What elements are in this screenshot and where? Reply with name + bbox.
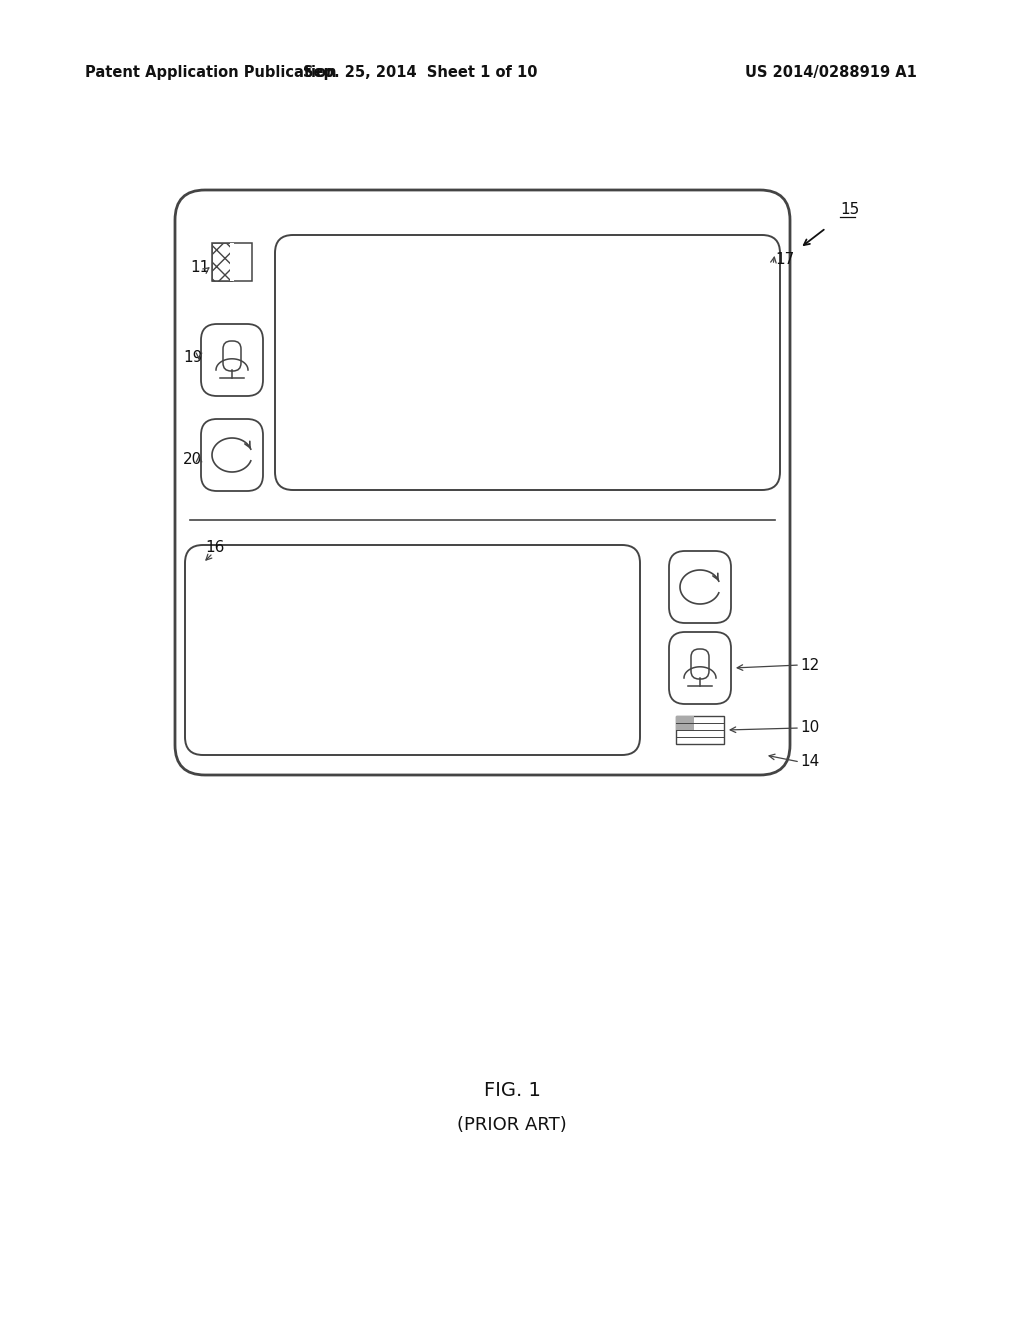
Bar xyxy=(212,243,232,281)
FancyBboxPatch shape xyxy=(223,341,241,371)
Text: (PRIOR ART): (PRIOR ART) xyxy=(457,1115,567,1134)
Bar xyxy=(230,243,234,281)
FancyBboxPatch shape xyxy=(175,190,790,775)
FancyBboxPatch shape xyxy=(275,235,780,490)
Text: 11: 11 xyxy=(190,260,210,276)
Text: Patent Application Publication: Patent Application Publication xyxy=(85,65,337,79)
FancyBboxPatch shape xyxy=(669,550,731,623)
Text: Sep. 25, 2014  Sheet 1 of 10: Sep. 25, 2014 Sheet 1 of 10 xyxy=(303,65,538,79)
FancyBboxPatch shape xyxy=(669,632,731,704)
FancyBboxPatch shape xyxy=(201,418,263,491)
FancyBboxPatch shape xyxy=(185,545,640,755)
Text: 12: 12 xyxy=(800,657,819,672)
Bar xyxy=(676,715,724,744)
Text: US 2014/0288919 A1: US 2014/0288919 A1 xyxy=(745,65,916,79)
Text: 19: 19 xyxy=(183,351,203,366)
Text: 17: 17 xyxy=(775,252,795,268)
FancyBboxPatch shape xyxy=(201,323,263,396)
FancyBboxPatch shape xyxy=(691,649,709,678)
Text: 20: 20 xyxy=(183,453,203,467)
Bar xyxy=(676,715,694,731)
Text: 14: 14 xyxy=(800,755,819,770)
Text: 16: 16 xyxy=(205,540,224,556)
Text: FIG. 1: FIG. 1 xyxy=(483,1081,541,1100)
Text: 10: 10 xyxy=(800,721,819,735)
Bar xyxy=(212,243,252,281)
Text: 15: 15 xyxy=(840,202,859,218)
